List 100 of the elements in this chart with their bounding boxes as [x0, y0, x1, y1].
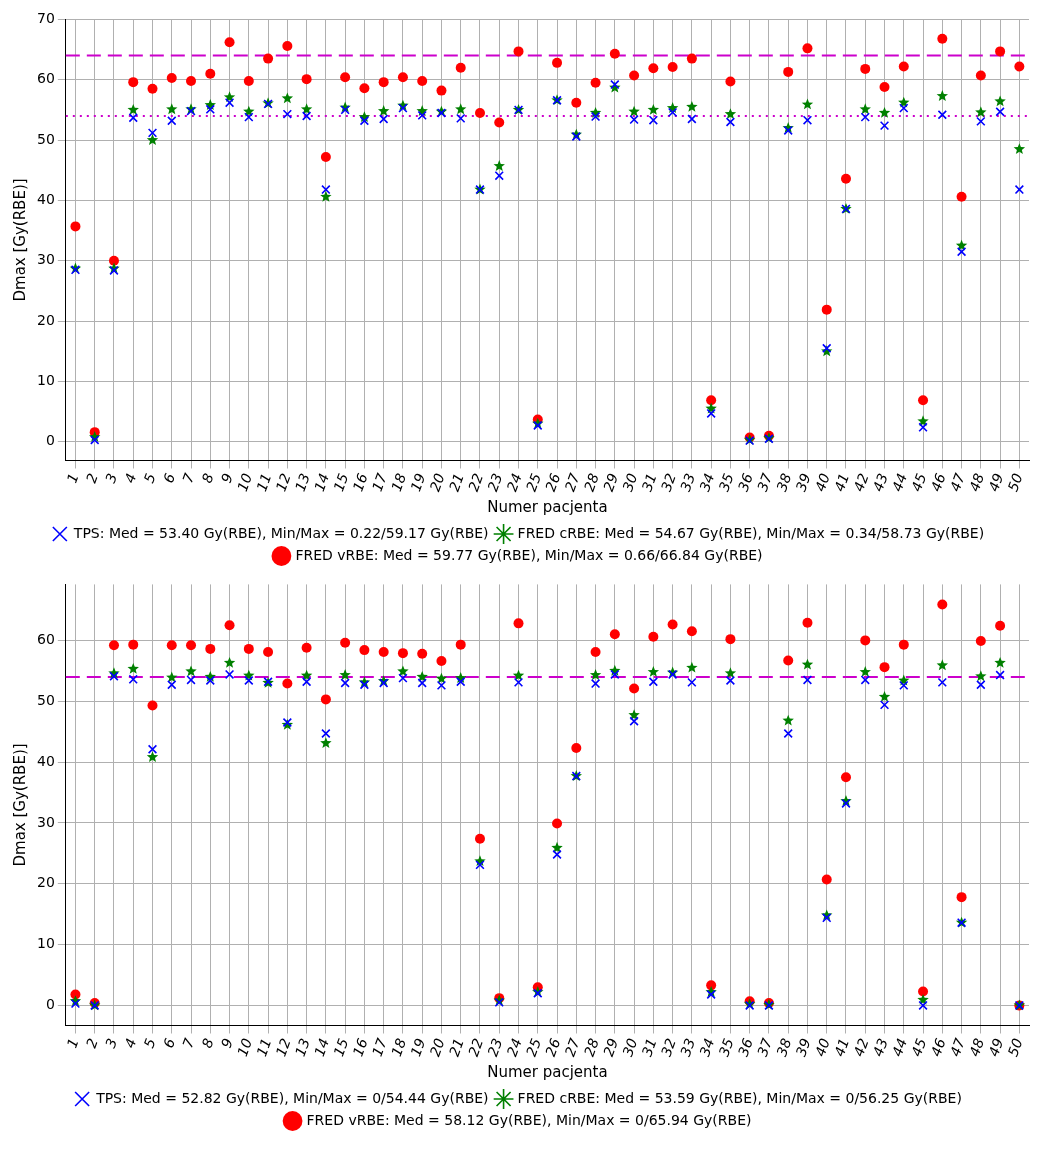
x-tick-label: 48	[965, 1036, 988, 1059]
x-tick-label: 43	[869, 1036, 891, 1059]
x-tick-label: 40	[811, 1036, 833, 1059]
y-tick-label: 20	[36, 874, 55, 891]
x-tick-label: 49	[985, 471, 1007, 494]
x-tick-label: 38	[773, 1036, 795, 1059]
x-tick-label: 13	[291, 471, 313, 494]
x-tick-label: 36	[734, 471, 756, 494]
x-tick-label: 8	[198, 471, 217, 486]
x-axis-title: Numer pacjenta	[487, 497, 608, 516]
x-tick-label: 41	[831, 471, 853, 494]
x-tick-label: 16	[349, 1036, 371, 1059]
legend-label: TPS: Med = 52.82 Gy(RBE), Min/Max = 0/54.44 Gy(RBE)	[95, 1089, 489, 1106]
x-tick-label: 32	[657, 1036, 679, 1059]
x-tick-label: 5	[140, 1036, 159, 1051]
x-tick-label: 44	[888, 1036, 911, 1059]
y-tick-label: 60	[36, 70, 55, 87]
x-tick-label: 30	[619, 471, 641, 494]
x-tick-label: 7	[179, 1036, 198, 1051]
x-tick-label: 11	[253, 1036, 275, 1059]
x-tick-label: 47	[946, 471, 968, 494]
x-tick-label: 8	[198, 1036, 217, 1051]
x-tick-label: 42	[850, 1036, 872, 1059]
x-tick-label: 29	[599, 1036, 622, 1059]
x-tick-label: 6	[159, 1036, 179, 1051]
x-tick-label: 30	[619, 1036, 641, 1059]
x-tick-label: 22	[465, 471, 487, 494]
x-tick-label: 31	[638, 471, 660, 494]
x-tick-label: 50	[1004, 1036, 1026, 1059]
x-tick-label: 46	[927, 1036, 949, 1059]
y-tick-label: 20	[36, 311, 55, 328]
x-tick-label: 20	[426, 471, 448, 494]
y-tick-label: 30	[36, 251, 55, 268]
x-tick-label: 21	[445, 1036, 467, 1059]
y-tick-label: 70	[36, 10, 55, 27]
x-tick-label: 19	[407, 1036, 429, 1059]
x-tick-label: 34	[696, 471, 718, 494]
x-tick-label: 3	[102, 471, 121, 486]
x-tick-label: 2	[82, 471, 101, 486]
x-tick-label: 10	[233, 471, 256, 494]
legend-label: FRED cRBE: Med = 54.67 Gy(RBE), Min/Max = 0.34/58.73 Gy(RBE)	[517, 524, 985, 541]
x-tick-label: 39	[792, 1036, 814, 1059]
x-tick-label: 28	[580, 1036, 602, 1059]
x-tick-label: 25	[522, 1036, 545, 1059]
x-tick-label: 28	[580, 471, 602, 494]
x-tick-label: 18	[388, 1036, 410, 1059]
y-tick-label: 40	[36, 752, 55, 769]
x-tick-label: 25	[522, 471, 545, 494]
x-tick-label: 15	[330, 1036, 352, 1059]
x-tick-label: 47	[946, 1036, 968, 1059]
x-tick-label: 9	[217, 1036, 236, 1051]
x-tick-label: 1	[63, 471, 82, 486]
x-tick-label: 26	[542, 1036, 564, 1059]
x-tick-label: 15	[330, 471, 352, 494]
y-tick-label: 50	[36, 130, 55, 147]
x-tick-label: 12	[272, 1036, 294, 1059]
x-tick-label: 24	[503, 471, 525, 494]
x-tick-label: 11	[253, 471, 275, 494]
x-tick-label: 16	[349, 471, 371, 494]
x-tick-label: 48	[965, 471, 988, 494]
x-axis-title: Numer pacjenta	[487, 1062, 608, 1081]
x-tick-label: 4	[121, 471, 140, 486]
legend-label: FRED vRBE: Med = 59.77 Gy(RBE), Min/Max = 0.66/66.84 Gy(RBE)	[295, 546, 763, 563]
x-tick-label: 6	[159, 471, 179, 486]
legend-label: TPS: Med = 53.40 Gy(RBE), Min/Max = 0.22/59.17 Gy(RBE)	[72, 524, 489, 541]
x-tick-label: 37	[754, 471, 776, 494]
x-tick-label: 33	[676, 1036, 699, 1059]
legend-label: FRED vRBE: Med = 58.12 Gy(RBE), Min/Max = 0/65.94 Gy(RBE)	[306, 1111, 752, 1128]
x-tick-label: 45	[908, 471, 930, 494]
x-tick-label: 23	[484, 1036, 506, 1059]
x-tick-label: 31	[638, 1036, 660, 1059]
y-tick-label: 50	[36, 691, 55, 708]
legend-label: FRED cRBE: Med = 53.59 Gy(RBE), Min/Max = 0/56.25 Gy(RBE)	[517, 1089, 962, 1106]
x-tick-label: 18	[388, 471, 410, 494]
x-tick-label: 5	[140, 471, 159, 486]
x-tick-label: 34	[696, 1036, 718, 1059]
x-tick-label: 9	[217, 471, 236, 486]
x-tick-label: 39	[792, 471, 814, 494]
x-tick-label: 21	[445, 471, 467, 494]
x-tick-label: 7	[179, 471, 198, 486]
x-tick-label: 40	[811, 471, 833, 494]
x-tick-label: 37	[754, 1036, 776, 1059]
x-tick-label: 35	[715, 1036, 737, 1059]
y-axis-title: Dmax [Gy(RBE)]	[10, 743, 29, 867]
x-tick-label: 35	[715, 471, 737, 494]
x-tick-label: 33	[676, 471, 699, 494]
x-tick-label: 44	[888, 471, 911, 494]
y-axis-title: Dmax [Gy(RBE)]	[10, 178, 29, 302]
x-tick-label: 32	[657, 471, 679, 494]
x-tick-label: 41	[831, 1036, 853, 1059]
y-tick-label: 10	[36, 935, 55, 952]
x-tick-label: 19	[407, 471, 429, 494]
y-tick-label: 30	[36, 813, 55, 830]
x-tick-label: 27	[561, 471, 583, 494]
x-tick-label: 36	[734, 1036, 756, 1059]
x-tick-label: 14	[310, 1036, 333, 1059]
x-tick-label: 14	[310, 471, 333, 494]
y-tick-label: 40	[36, 191, 55, 208]
x-tick-label: 13	[291, 1036, 313, 1059]
x-tick-label: 20	[426, 1036, 448, 1059]
